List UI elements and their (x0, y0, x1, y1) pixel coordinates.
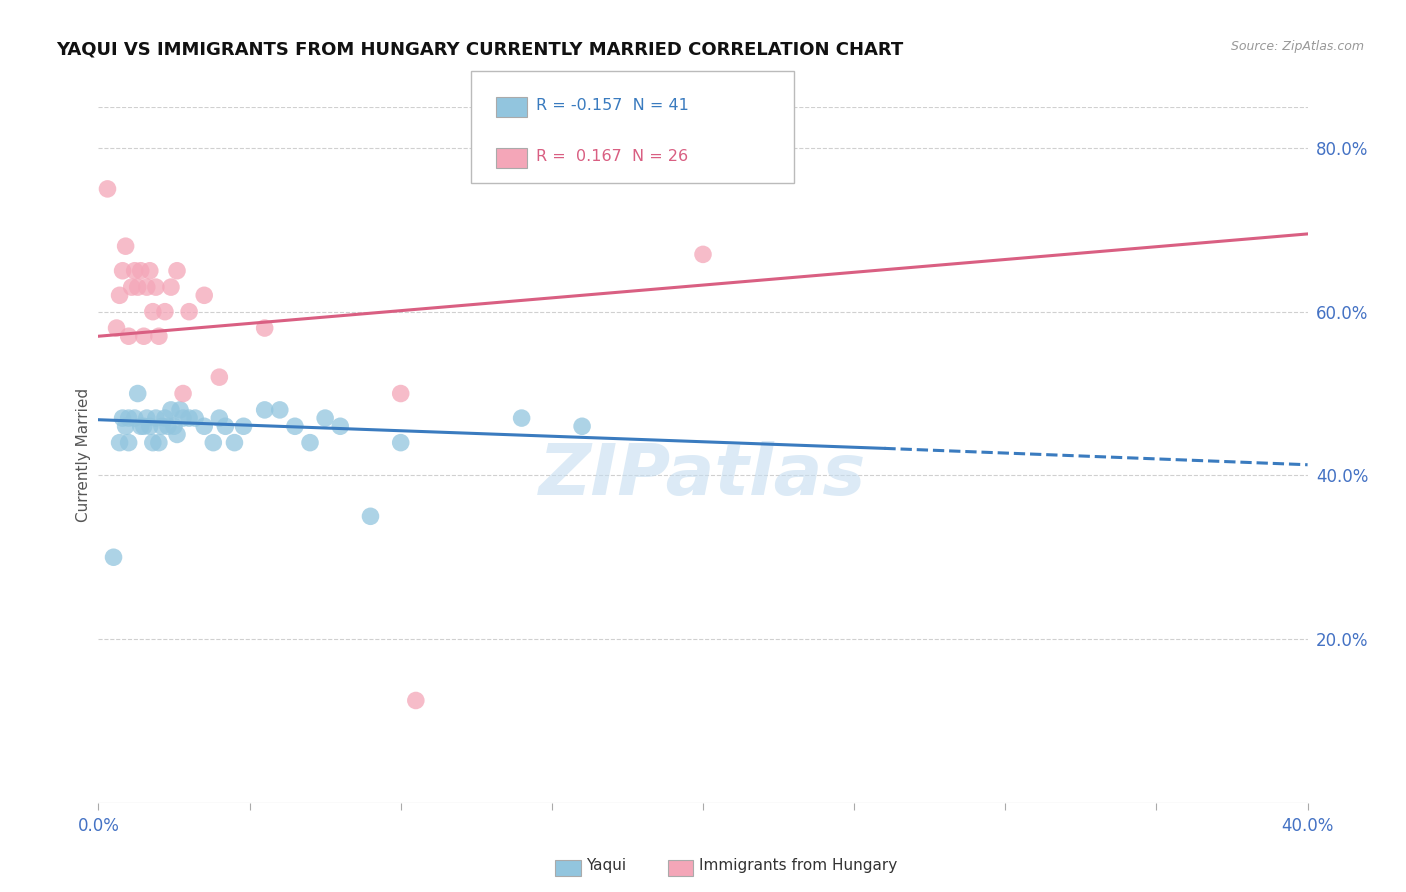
Point (172, 411, 194, 425)
Point (153, 304, 176, 318)
Point (118, 329, 141, 343)
Point (118, 411, 141, 425)
Point (139, 264, 162, 278)
Text: R =  0.167  N = 26: R = 0.167 N = 26 (536, 149, 688, 163)
Point (360, 509, 382, 524)
Point (132, 329, 155, 343)
Point (121, 280, 143, 294)
Point (405, 693, 427, 707)
Point (148, 329, 170, 343)
Point (208, 370, 231, 384)
Point (124, 411, 146, 425)
Point (114, 419, 136, 434)
Text: Source: ZipAtlas.com: Source: ZipAtlas.com (1230, 40, 1364, 54)
Text: YAQUI VS IMMIGRANTS FROM HUNGARY CURRENTLY MARRIED CORRELATION CHART: YAQUI VS IMMIGRANTS FROM HUNGARY CURRENT… (56, 40, 904, 58)
Point (284, 419, 307, 434)
Point (184, 411, 207, 425)
Point (202, 435, 225, 450)
Y-axis label: Currently Married: Currently Married (76, 388, 91, 522)
Point (160, 403, 183, 417)
Point (129, 264, 152, 278)
Point (153, 411, 176, 425)
Point (571, 419, 593, 434)
Point (269, 403, 291, 417)
Point (135, 411, 157, 425)
Point (108, 288, 131, 302)
Point (329, 419, 352, 434)
Point (224, 435, 246, 450)
Point (510, 411, 533, 425)
Point (214, 419, 236, 434)
Point (169, 403, 191, 417)
Text: Yaqui: Yaqui (586, 858, 627, 872)
Point (145, 411, 167, 425)
Point (166, 427, 188, 442)
Text: R = -0.157  N = 41: R = -0.157 N = 41 (536, 98, 689, 112)
Point (148, 435, 170, 450)
Point (299, 435, 322, 450)
Point (142, 435, 165, 450)
Point (118, 435, 141, 450)
Text: ZIPatlas: ZIPatlas (540, 442, 866, 510)
Point (193, 288, 215, 302)
Point (389, 435, 412, 450)
Point (156, 419, 179, 434)
Point (127, 280, 149, 294)
Point (160, 280, 183, 294)
Point (692, 247, 714, 261)
Point (253, 321, 276, 335)
Point (193, 419, 215, 434)
Point (108, 435, 131, 450)
Point (208, 411, 231, 425)
Point (232, 419, 254, 434)
Point (142, 304, 165, 318)
Point (179, 304, 201, 318)
Point (145, 280, 167, 294)
Point (150, 419, 173, 434)
Point (127, 386, 149, 401)
Point (172, 386, 194, 401)
Point (124, 264, 146, 278)
Point (111, 411, 134, 425)
Point (129, 419, 152, 434)
Point (139, 419, 162, 434)
Point (314, 411, 336, 425)
Point (135, 280, 157, 294)
Point (253, 403, 276, 417)
Point (389, 386, 412, 401)
Point (111, 264, 134, 278)
Text: Immigrants from Hungary: Immigrants from Hungary (699, 858, 897, 872)
Point (163, 419, 186, 434)
Point (96, 182, 118, 196)
Point (166, 264, 188, 278)
Point (132, 419, 155, 434)
Point (114, 239, 136, 253)
Point (103, 550, 125, 565)
Point (179, 411, 201, 425)
Point (105, 321, 128, 335)
